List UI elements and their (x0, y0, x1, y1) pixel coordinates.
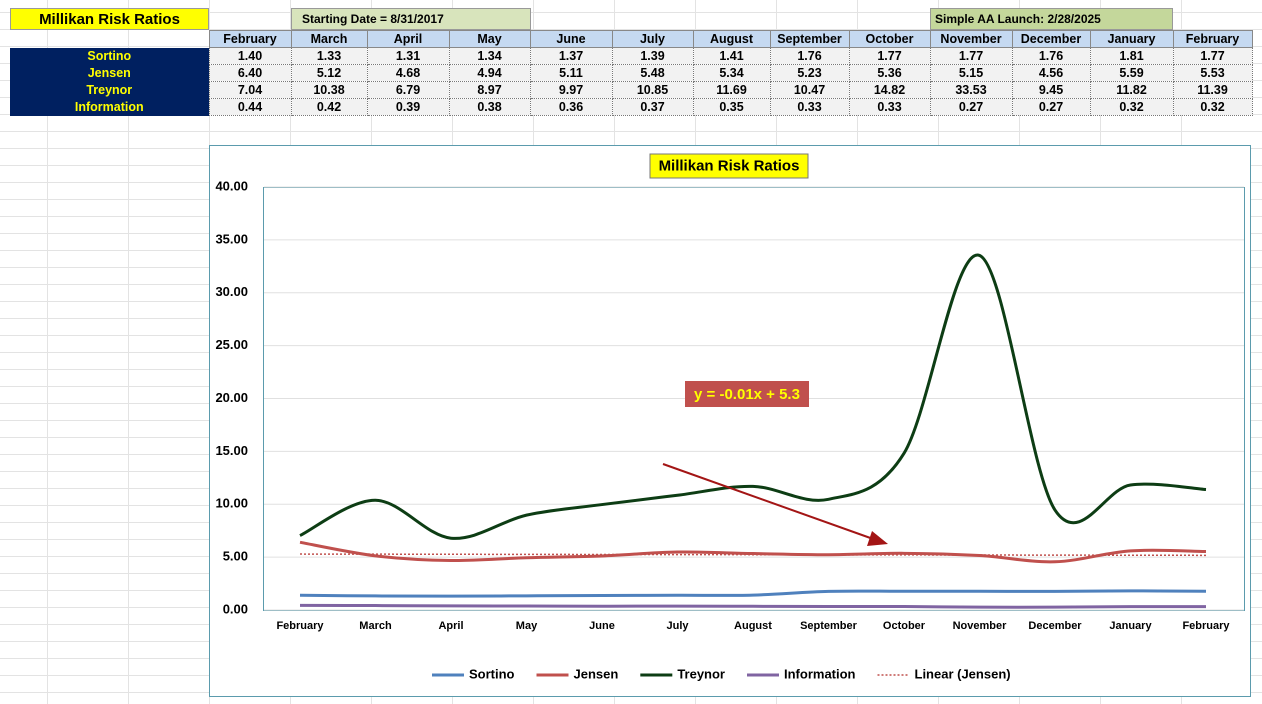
legend-label: Information (784, 666, 856, 681)
x-tick-label: February (276, 620, 324, 632)
row-label: Information (10, 98, 209, 116)
y-tick-label: 35.00 (215, 231, 248, 246)
legend-label: Linear (Jensen) (915, 666, 1011, 681)
y-tick-label: 40.00 (215, 178, 248, 193)
table-cell: 5.23 (769, 64, 850, 82)
x-tick-label: September (800, 620, 858, 632)
y-tick-label: 20.00 (215, 390, 248, 405)
legend-label: Treynor (677, 666, 725, 681)
x-tick-label: October (883, 620, 926, 632)
table-cell: 14.82 (848, 81, 931, 99)
series-line (299, 589, 1207, 598)
table-cell: 0.38 (448, 98, 531, 116)
x-tick-label: December (1028, 620, 1082, 632)
table-cell: 1.77 (929, 47, 1013, 65)
y-tick-label: 30.00 (215, 284, 248, 299)
legend-label: Jensen (574, 666, 619, 681)
x-tick-label: August (734, 620, 772, 632)
table-cell: 6.79 (366, 81, 450, 99)
column-header: May (448, 30, 531, 48)
annotation-box (685, 381, 809, 407)
y-tick-label: 10.00 (215, 496, 248, 511)
table-cell: 1.40 (208, 47, 292, 65)
table-cell: 0.37 (611, 98, 694, 116)
table-cell: 1.31 (366, 47, 450, 65)
table-cell: 4.94 (448, 64, 531, 82)
table-cell: 9.97 (529, 81, 613, 99)
y-tick-label: 25.00 (215, 337, 248, 352)
arrow-head (867, 531, 888, 546)
arrow-line (662, 463, 877, 541)
table-cell: 1.81 (1089, 47, 1174, 65)
table-cell: 5.53 (1172, 64, 1253, 82)
row-label: Sortino (10, 47, 209, 65)
column-header: July (611, 30, 694, 48)
table-cell: 9.45 (1011, 81, 1091, 99)
trend-line (299, 553, 1207, 557)
y-tick-label: 0.00 (223, 601, 248, 616)
table-cell: 0.44 (208, 98, 292, 116)
y-tick-label: 5.00 (223, 549, 248, 564)
table-cell: 5.59 (1089, 64, 1174, 82)
x-tick-label: March (359, 620, 392, 632)
column-header: August (692, 30, 771, 48)
table-cell: 1.77 (1172, 47, 1253, 65)
table-cell: 11.39 (1172, 81, 1253, 99)
table-cell: 0.35 (692, 98, 771, 116)
table-cell: 0.32 (1089, 98, 1174, 116)
table-cell: 1.76 (1011, 47, 1091, 65)
table-cell: 0.27 (929, 98, 1013, 116)
row-label: Treynor (10, 81, 209, 99)
table-cell: 0.33 (848, 98, 931, 116)
launch-note: Simple AA Launch: 2/28/2025 (930, 8, 1173, 30)
table-cell: 5.48 (611, 64, 694, 82)
start-note: Starting Date = 8/31/2017 (291, 8, 531, 30)
chart-title-box (649, 153, 809, 179)
table-cell: 1.41 (692, 47, 771, 65)
legend-label: Sortino (469, 666, 515, 681)
column-header: January (1089, 30, 1174, 48)
row-label: Jensen (10, 64, 209, 82)
table-cell: 8.97 (448, 81, 531, 99)
table-title: Millikan Risk Ratios (10, 8, 209, 30)
x-tick-label: February (1182, 620, 1230, 632)
table-cell: 5.36 (848, 64, 931, 82)
series-line (299, 603, 1207, 609)
column-header: February (1172, 30, 1253, 48)
table-cell: 5.15 (929, 64, 1013, 82)
table-cell: 0.27 (1011, 98, 1091, 116)
x-tick-label: July (666, 620, 689, 632)
table-cell: 0.42 (290, 98, 368, 116)
x-tick-label: May (516, 620, 538, 632)
table-cell: 5.12 (290, 64, 368, 82)
chart-title: Millikan Risk Ratios (659, 157, 800, 174)
table-cell: 1.34 (448, 47, 531, 65)
column-header: June (529, 30, 613, 48)
series-line (299, 253, 1207, 540)
column-header: September (769, 30, 850, 48)
x-tick-label: November (953, 620, 1008, 632)
series-line (299, 540, 1207, 564)
table-cell: 1.37 (529, 47, 613, 65)
table-cell: 0.32 (1172, 98, 1253, 116)
table-cell: 0.39 (366, 98, 450, 116)
table-cell: 1.76 (769, 47, 850, 65)
x-tick-label: January (1109, 620, 1152, 632)
x-tick-label: June (589, 620, 615, 632)
annotation: y = -0.01x + 5.3 (694, 386, 800, 403)
ratio-table: February March April May June July August Septe… (10, 30, 1253, 116)
y-tick-label: 15.00 (215, 443, 248, 458)
table-cell: 0.33 (769, 98, 850, 116)
x-tick-label: April (438, 620, 463, 632)
table-cell: 4.68 (366, 64, 450, 82)
column-header: November (929, 30, 1013, 48)
column-header: October (848, 30, 931, 48)
column-header: December (1011, 30, 1091, 48)
table-cell: 0.36 (529, 98, 613, 116)
